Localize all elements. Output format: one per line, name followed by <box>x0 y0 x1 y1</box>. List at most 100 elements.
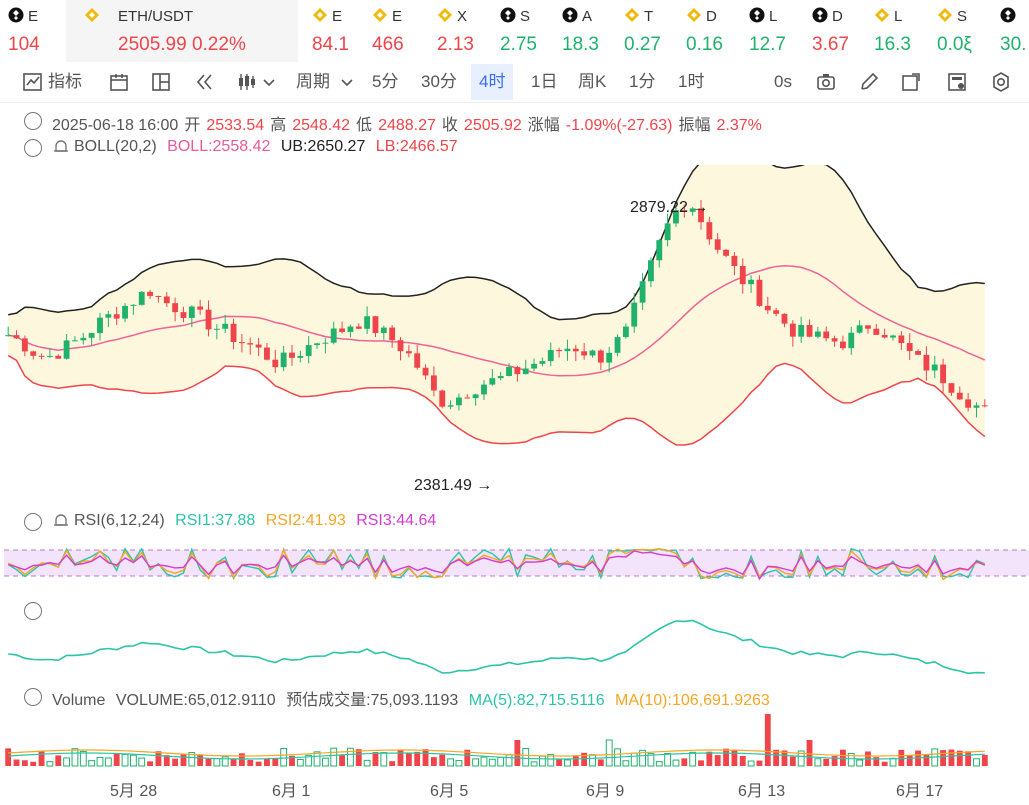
candle[interactable] <box>472 393 479 406</box>
candle[interactable] <box>839 335 846 351</box>
candle[interactable] <box>80 332 87 345</box>
candle[interactable] <box>339 321 345 334</box>
candle[interactable] <box>923 346 930 381</box>
candle-type-icon[interactable] <box>236 71 258 93</box>
candle[interactable] <box>422 364 429 380</box>
candle[interactable] <box>255 338 262 357</box>
candle[interactable] <box>756 275 763 307</box>
candle[interactable] <box>664 213 671 247</box>
candle[interactable] <box>681 204 688 218</box>
candle[interactable] <box>714 233 721 254</box>
candle[interactable] <box>848 326 855 355</box>
candle[interactable] <box>773 307 780 317</box>
interval-5m[interactable]: 5分 <box>372 72 399 91</box>
candle[interactable] <box>689 207 696 216</box>
candle[interactable] <box>172 297 179 322</box>
candle[interactable] <box>330 321 337 345</box>
candle[interactable] <box>956 386 963 400</box>
candle[interactable] <box>264 343 270 361</box>
candle[interactable] <box>564 339 571 361</box>
candle[interactable] <box>814 326 821 339</box>
candle[interactable] <box>731 251 738 276</box>
camera-icon[interactable] <box>815 71 837 93</box>
candlestick-chart[interactable]: 2879.22 → 2381.49 → <box>0 165 1029 505</box>
candle[interactable] <box>355 323 362 329</box>
candle[interactable] <box>739 258 746 294</box>
calendar-icon[interactable] <box>108 71 130 93</box>
interval-1min[interactable]: 1分 <box>629 72 656 91</box>
candle[interactable] <box>481 379 487 401</box>
interval-30m[interactable]: 30分 <box>421 72 457 91</box>
candle[interactable] <box>46 347 53 358</box>
interval-1hour[interactable]: 1时 <box>678 72 705 91</box>
candle[interactable] <box>105 310 112 328</box>
candle[interactable] <box>439 389 446 409</box>
candle[interactable] <box>531 358 537 372</box>
candle[interactable] <box>514 365 521 382</box>
candle[interactable] <box>981 399 988 408</box>
candle[interactable] <box>389 325 396 348</box>
bell-icon[interactable] <box>52 138 70 156</box>
candle[interactable] <box>539 357 546 367</box>
candle[interactable] <box>113 306 120 326</box>
candle[interactable] <box>464 394 471 399</box>
candle[interactable] <box>63 334 70 360</box>
candle[interactable] <box>639 273 646 310</box>
candle[interactable] <box>581 343 588 360</box>
candle[interactable] <box>798 316 805 343</box>
candle[interactable] <box>748 275 755 293</box>
candle[interactable] <box>97 313 103 341</box>
replay-icon[interactable] <box>194 71 216 93</box>
candle[interactable] <box>405 345 412 358</box>
calculator-icon[interactable] <box>946 71 968 93</box>
rsi-bell-icon[interactable] <box>52 512 70 530</box>
candle[interactable] <box>806 319 813 338</box>
candle[interactable] <box>21 335 28 357</box>
candle[interactable] <box>138 291 145 306</box>
candle[interactable] <box>5 326 12 337</box>
candle[interactable] <box>965 392 972 412</box>
candle[interactable] <box>764 296 771 314</box>
candle[interactable] <box>414 344 421 370</box>
candle[interactable] <box>723 248 729 258</box>
candle[interactable] <box>648 257 654 288</box>
candle[interactable] <box>88 332 95 346</box>
candle[interactable] <box>547 342 554 367</box>
candle[interactable] <box>497 371 504 381</box>
candle[interactable] <box>706 216 713 245</box>
interval-4h[interactable]: 4时 <box>471 64 514 100</box>
volume-collapse-icon[interactable] <box>24 688 42 706</box>
candle[interactable] <box>180 306 187 323</box>
candle[interactable] <box>314 342 320 349</box>
candle[interactable] <box>522 359 529 375</box>
candle[interactable] <box>940 358 947 393</box>
candle[interactable] <box>30 350 37 360</box>
candle[interactable] <box>380 325 387 340</box>
candle[interactable] <box>305 336 312 364</box>
candle[interactable] <box>322 337 329 354</box>
candle[interactable] <box>614 334 621 357</box>
candle[interactable] <box>831 335 838 347</box>
candle[interactable] <box>506 363 512 377</box>
candle[interactable] <box>397 337 404 361</box>
chevron-down-icon[interactable] <box>262 71 276 93</box>
candle[interactable] <box>289 344 295 366</box>
period-chevron-icon[interactable] <box>340 71 354 93</box>
candle[interactable] <box>973 402 980 418</box>
indicators-button[interactable]: 指标 <box>48 72 82 91</box>
rsi-collapse-icon[interactable] <box>24 513 42 531</box>
candle[interactable] <box>347 324 354 338</box>
candle[interactable] <box>205 300 212 337</box>
collapse-toggle-icon[interactable] <box>24 112 42 130</box>
candle[interactable] <box>188 305 195 328</box>
candle[interactable] <box>865 325 871 334</box>
candle[interactable] <box>589 349 596 358</box>
candle[interactable] <box>556 347 563 358</box>
candle[interactable] <box>489 368 496 386</box>
candle[interactable] <box>948 382 955 396</box>
candle[interactable] <box>890 334 896 341</box>
candle[interactable] <box>155 295 162 303</box>
candle[interactable] <box>272 349 279 373</box>
indicator-chart-icon[interactable] <box>22 71 44 93</box>
candle[interactable] <box>430 366 437 397</box>
